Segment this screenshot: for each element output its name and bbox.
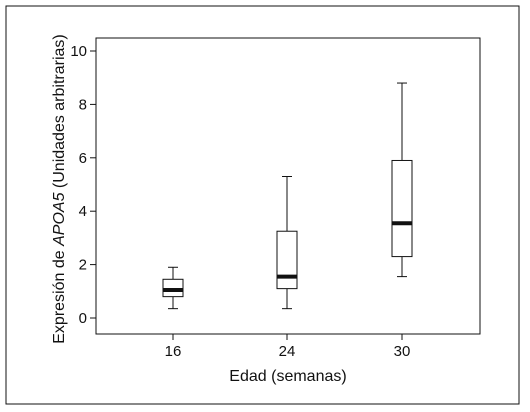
x-axis: 16 24 30 [165,334,411,360]
y-tick-label-4: 4 [79,203,87,220]
x-axis-title: Edad (semanas) [229,368,346,385]
x-tick-label-30: 30 [394,343,411,360]
y-axis-title-prefix: Expresión de [51,246,68,344]
x-tick-label-16: 16 [165,343,182,360]
outer-frame [5,5,520,405]
y-tick-label-6: 6 [79,150,87,167]
y-tick-label-10: 10 [70,43,87,60]
iqr-box-24 [276,230,298,290]
y-tick-label-0: 0 [79,310,87,327]
y-axis-title: Expresión de APOA5 (Unidades arbitrarias… [51,34,68,343]
box-plots [162,82,413,310]
y-axis-title-gene: APOA5 [51,192,68,246]
y-tick-label-2: 2 [79,257,87,274]
y-axis-title-suffix: (Unidades arbitrarias) [51,34,68,192]
y-axis: 0 2 4 6 8 10 [70,43,96,327]
plot-area [95,37,481,335]
iqr-box-16 [162,278,184,298]
box-16 [162,266,184,310]
x-tick-label-24: 24 [279,343,296,360]
iqr-box-30 [391,159,413,258]
box-30 [391,82,413,278]
y-tick-label-8: 8 [79,96,87,113]
box-24 [276,175,298,310]
